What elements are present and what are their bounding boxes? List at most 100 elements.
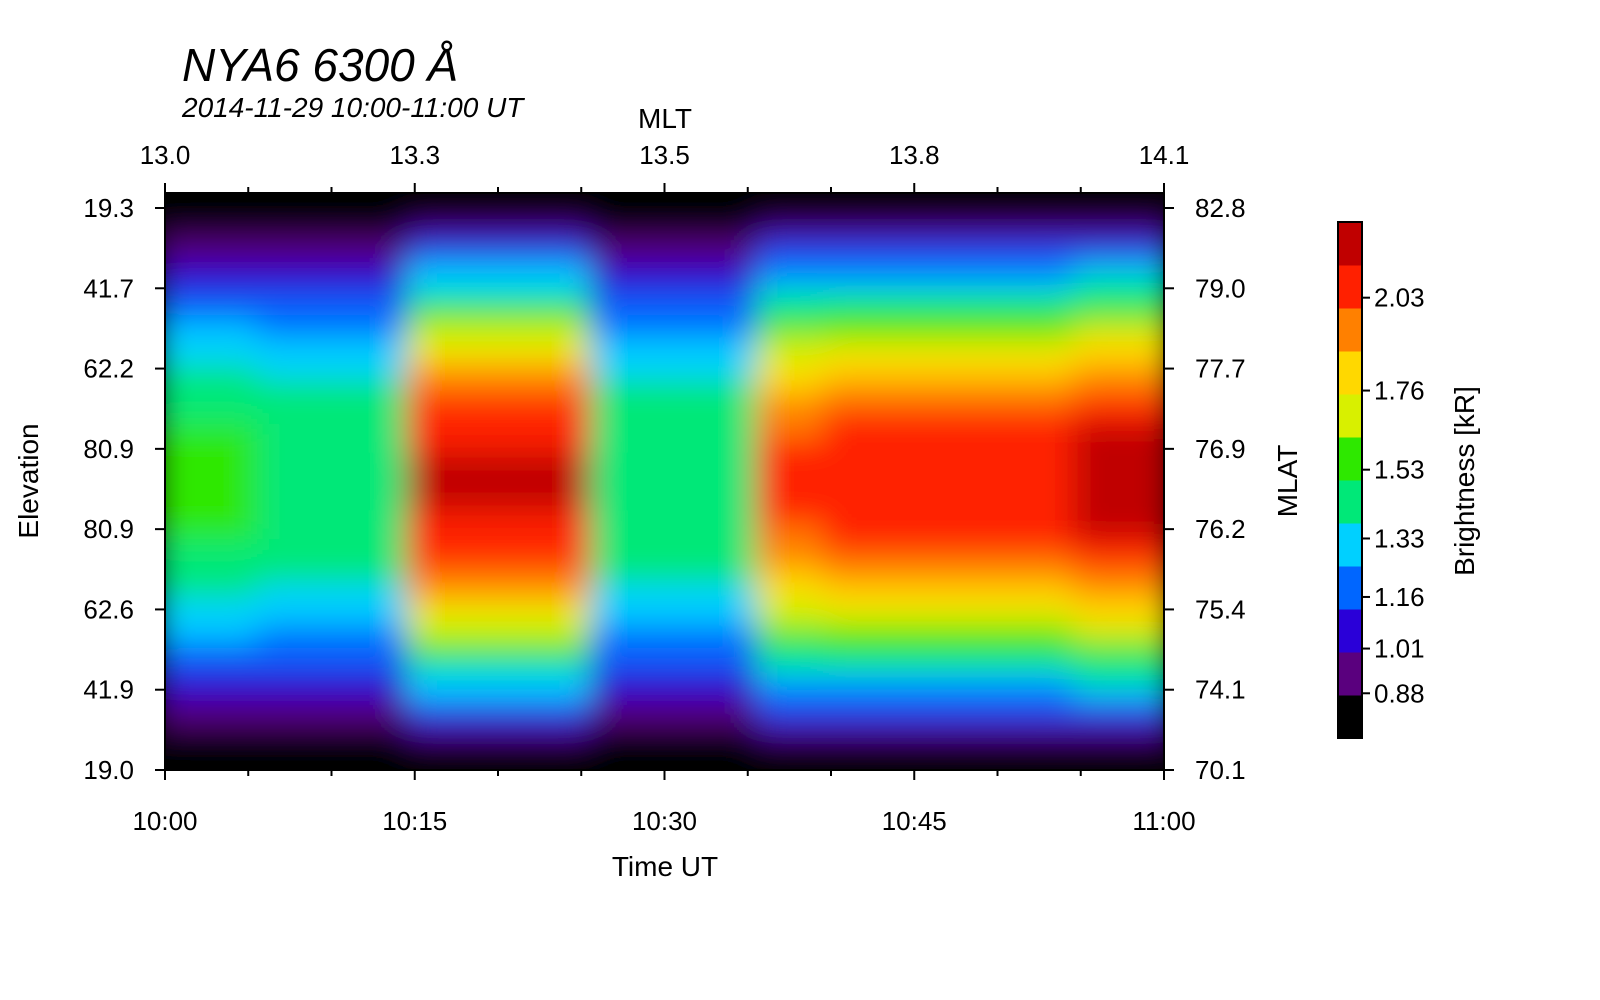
heatmap-cell bbox=[406, 337, 606, 353]
heatmap-cell bbox=[823, 265, 1089, 281]
heatmap-cell bbox=[589, 221, 773, 238]
heatmap-cell bbox=[756, 322, 839, 339]
heatmap-cell bbox=[165, 322, 273, 339]
heatmap-cell bbox=[1072, 236, 1164, 252]
heatmap-cell bbox=[256, 640, 423, 656]
heatmap-cell bbox=[256, 625, 423, 642]
heatmap-cell bbox=[823, 250, 1089, 267]
heatmap-cell bbox=[756, 293, 839, 310]
heatmap-cell bbox=[823, 683, 1089, 699]
heatmap-cell bbox=[165, 669, 273, 685]
heatmap-cell bbox=[756, 366, 839, 382]
heatmap-cell bbox=[165, 481, 273, 497]
heatmap-cell bbox=[756, 394, 839, 411]
heatmap-cell bbox=[1072, 380, 1164, 396]
heatmap-cell bbox=[589, 611, 773, 627]
heatmap-cell bbox=[1072, 726, 1164, 743]
heatmap-cell bbox=[406, 741, 606, 757]
heatmap-cell bbox=[165, 568, 273, 584]
heatmap-cell bbox=[256, 596, 423, 613]
heatmap-cell bbox=[756, 279, 839, 295]
heatmap-cell bbox=[756, 467, 839, 483]
heatmap-cell bbox=[256, 495, 423, 512]
heatmap-cell bbox=[406, 207, 606, 223]
heatmap-cell bbox=[1072, 467, 1164, 483]
heatmap-cell bbox=[589, 755, 773, 770]
right-tick-label: 70.1 bbox=[1195, 755, 1246, 785]
heatmap-cell bbox=[256, 351, 423, 368]
heatmap-cell bbox=[756, 640, 839, 656]
heatmap-cell bbox=[406, 495, 606, 512]
heatmap-cell bbox=[589, 250, 773, 267]
heatmap-cell bbox=[256, 755, 423, 770]
heatmap-cell bbox=[256, 539, 423, 555]
heatmap-cell bbox=[756, 380, 839, 396]
heatmap-cell bbox=[406, 366, 606, 382]
colorbar-tick-label: 1.33 bbox=[1374, 523, 1425, 553]
heatmap-cell bbox=[823, 394, 1089, 411]
heatmap-cell bbox=[406, 438, 606, 454]
heatmap-cell bbox=[1072, 582, 1164, 598]
heatmap-cell bbox=[589, 308, 773, 324]
heatmap-cell bbox=[165, 467, 273, 483]
heatmap-cell bbox=[256, 279, 423, 295]
colorbar-segment bbox=[1338, 351, 1362, 395]
y-tick-label: 19.3 bbox=[83, 193, 134, 223]
heatmap-cell bbox=[256, 207, 423, 223]
heatmap-cell bbox=[256, 366, 423, 382]
heatmap-cell bbox=[256, 236, 423, 252]
heatmap-cell bbox=[165, 510, 273, 526]
heatmap-cell bbox=[589, 669, 773, 685]
colorbar-segment bbox=[1338, 523, 1362, 567]
heatmap-cell bbox=[756, 337, 839, 353]
colorbar-segment bbox=[1338, 308, 1362, 352]
top-tick-label: 13.0 bbox=[140, 140, 191, 170]
heatmap-cell bbox=[165, 452, 273, 469]
heatmap-cell bbox=[756, 495, 839, 512]
heatmap-cell bbox=[256, 337, 423, 353]
heatmap-cell bbox=[823, 625, 1089, 642]
heatmap-cell bbox=[406, 510, 606, 526]
heatmap-cell bbox=[823, 279, 1089, 295]
x-tick-label: 10:45 bbox=[882, 806, 947, 836]
heatmap-cell bbox=[406, 697, 606, 714]
heatmap-cell bbox=[406, 683, 606, 699]
heatmap-cell bbox=[756, 611, 839, 627]
heatmap-cell bbox=[589, 380, 773, 396]
heatmap-cell bbox=[165, 495, 273, 512]
heatmap-cell bbox=[823, 481, 1089, 497]
heatmap-cell bbox=[1072, 741, 1164, 757]
heatmap-cell bbox=[756, 510, 839, 526]
heatmap-cell bbox=[165, 611, 273, 627]
heatmap-cell bbox=[165, 236, 273, 252]
heatmap-cell bbox=[1072, 524, 1164, 541]
heatmap-cell bbox=[406, 423, 606, 440]
heatmap-cell bbox=[1072, 712, 1164, 728]
heatmap-cell bbox=[756, 596, 839, 613]
heatmap-cell bbox=[406, 596, 606, 613]
heatmap-cell bbox=[589, 366, 773, 382]
heatmap-cell bbox=[1072, 438, 1164, 454]
heatmap-cell bbox=[589, 467, 773, 483]
heatmap-cell bbox=[823, 452, 1089, 469]
heatmap-cell bbox=[756, 741, 839, 757]
heatmap-cell bbox=[165, 524, 273, 541]
colorbar-frame bbox=[1337, 221, 1363, 739]
heatmap-cell bbox=[406, 611, 606, 627]
heatmap-cell bbox=[256, 467, 423, 483]
heatmap-cell bbox=[589, 279, 773, 295]
heatmap-cell bbox=[589, 236, 773, 252]
heatmap-cell bbox=[823, 596, 1089, 613]
heatmap-cell bbox=[756, 568, 839, 584]
colorbar: 2.03 1.76 1.53 1.33 1.16 1.01 0.88 bbox=[1337, 221, 1425, 739]
heatmap-cell bbox=[823, 726, 1089, 743]
heatmap-cell bbox=[756, 539, 839, 555]
heatmap-cell bbox=[823, 741, 1089, 757]
heatmap-cell bbox=[756, 726, 839, 743]
heatmap-cell bbox=[256, 683, 423, 699]
heatmap-cell bbox=[406, 755, 606, 770]
heatmap-cell bbox=[1072, 265, 1164, 281]
heatmap-cell bbox=[406, 726, 606, 743]
heatmap-cell bbox=[256, 438, 423, 454]
heatmap-cell bbox=[256, 669, 423, 685]
